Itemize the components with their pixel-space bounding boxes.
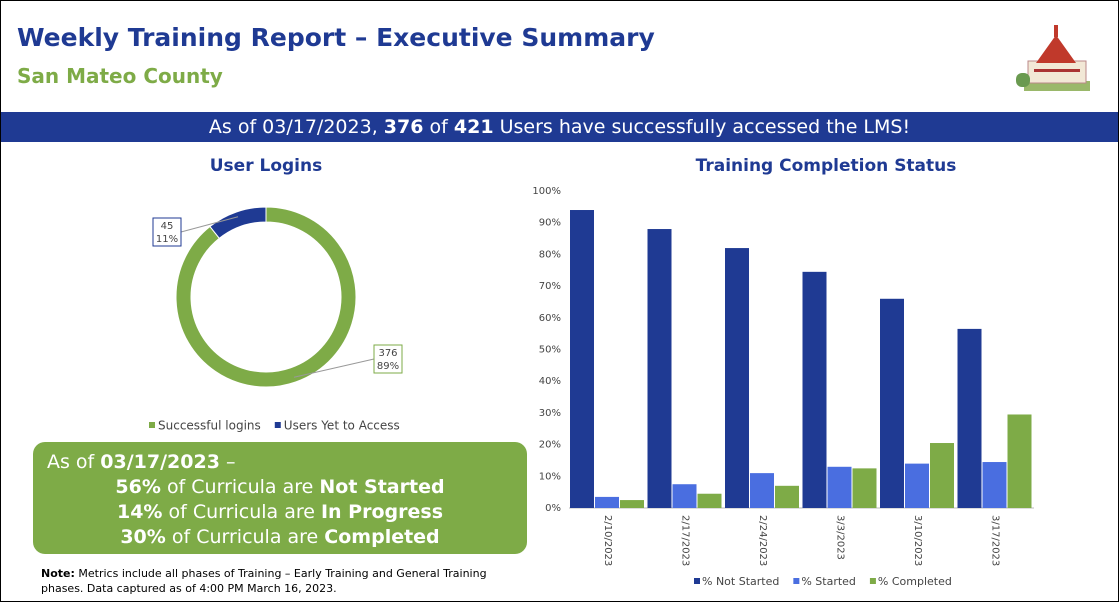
leader-line (293, 358, 375, 378)
text: As of (47, 451, 95, 473)
bar (570, 210, 594, 508)
legend-swatch (149, 422, 155, 428)
y-tick-label: 30% (539, 408, 561, 419)
y-tick-label: 0% (545, 503, 561, 514)
legend-label: % Completed (878, 575, 952, 588)
chart-title: User Logins (210, 156, 322, 176)
summary-part: of Curricula are (166, 476, 314, 498)
legend-swatch (869, 578, 876, 584)
legend-label: Users Yet to Access (284, 419, 400, 433)
x-tick-label: 2/17/2023 (679, 515, 690, 566)
y-tick-label: 50% (539, 345, 561, 356)
bar (750, 473, 774, 508)
banner-number: 376 (383, 116, 424, 138)
summary-line: 30% of Curricula are Completed (33, 525, 527, 550)
donut-slice (209, 206, 267, 239)
banner-text: As of 03/17/2023, (208, 116, 378, 138)
logo (1016, 25, 1090, 91)
x-tick-label: 3/17/2023 (989, 515, 1000, 566)
bar (595, 496, 619, 508)
data-label: 45 (161, 221, 174, 232)
note-label: Note: (41, 567, 75, 580)
summary-part: Not Started (319, 476, 445, 498)
data-label: 376 (378, 348, 397, 359)
banner: As of 03/17/2023, 376 of 421 Users have … (1, 112, 1118, 142)
summary-part: of Curricula are (168, 501, 315, 523)
chart-title: Training Completion Status (696, 156, 957, 176)
y-tick-label: 100% (532, 186, 561, 197)
summary-box: As of 03/17/2023 – 56% of Curricula are … (33, 442, 527, 554)
y-tick-label: 60% (539, 313, 561, 324)
y-tick-label: 80% (539, 249, 561, 260)
bar (827, 466, 852, 508)
x-tick-label: 3/3/2023 (834, 515, 845, 560)
y-tick-label: 40% (539, 376, 561, 387)
legend-label: % Not Started (702, 575, 779, 588)
summary-part: of Curricula are (171, 526, 319, 548)
summary-part: 30% (120, 526, 166, 548)
bar (620, 500, 644, 508)
bar (930, 443, 954, 508)
x-tick-label: 3/10/2023 (912, 515, 923, 566)
banner-number: 421 (453, 116, 494, 138)
title: Weekly Training Report – Executive Summa… (17, 23, 655, 52)
legend-label: Successful logins (158, 419, 261, 433)
bar (1007, 414, 1032, 508)
bar (672, 484, 697, 508)
data-label: 89% (377, 361, 399, 372)
bar (802, 271, 827, 508)
y-tick-label: 70% (539, 281, 561, 292)
bar (905, 463, 929, 508)
y-tick-label: 90% (539, 218, 561, 229)
summary-part: Completed (324, 526, 440, 548)
summary-part: 14% (116, 501, 163, 523)
summary-part: 56% (115, 476, 161, 498)
donut-slice (175, 206, 357, 388)
summary-line: 56% of Curricula are Not Started (33, 475, 527, 500)
y-tick-label: 10% (539, 471, 561, 482)
banner-text: of (429, 116, 448, 138)
label-box (152, 217, 182, 247)
data-label: 11% (156, 234, 178, 245)
note-text: Metrics include all phases of Training –… (41, 567, 487, 595)
summary-lines: 56% of Curricula are Not Started 14% of C… (33, 475, 527, 550)
bar (697, 493, 722, 508)
bar (957, 328, 982, 508)
subtitle: San Mateo County (17, 64, 223, 88)
date: 03/17/2023 (100, 451, 220, 473)
bar (775, 485, 799, 508)
x-tick-label: 2/24/2023 (757, 515, 768, 566)
leader-line (180, 216, 239, 233)
summary-part: In Progress (320, 501, 444, 523)
bar (725, 248, 749, 508)
legend-swatch (694, 578, 700, 584)
legend-label: % Started (801, 575, 856, 588)
legend-swatch (274, 422, 281, 428)
label-box (373, 344, 403, 374)
note: Note: Metrics include all phases of Trai… (41, 566, 521, 596)
bar (647, 229, 672, 509)
x-tick-label: 2/10/2023 (602, 515, 613, 566)
legend-swatch (793, 578, 800, 584)
summary-line: 14% of Curricula are In Progress (33, 500, 527, 525)
banner-text: Users have successfully accessed the LMS… (499, 116, 911, 138)
bar (982, 462, 1007, 508)
bar (880, 298, 904, 508)
bar (852, 468, 877, 508)
y-tick-label: 20% (539, 440, 561, 451)
text: – (225, 451, 236, 473)
summary-intro: As of 03/17/2023 – (47, 451, 235, 473)
